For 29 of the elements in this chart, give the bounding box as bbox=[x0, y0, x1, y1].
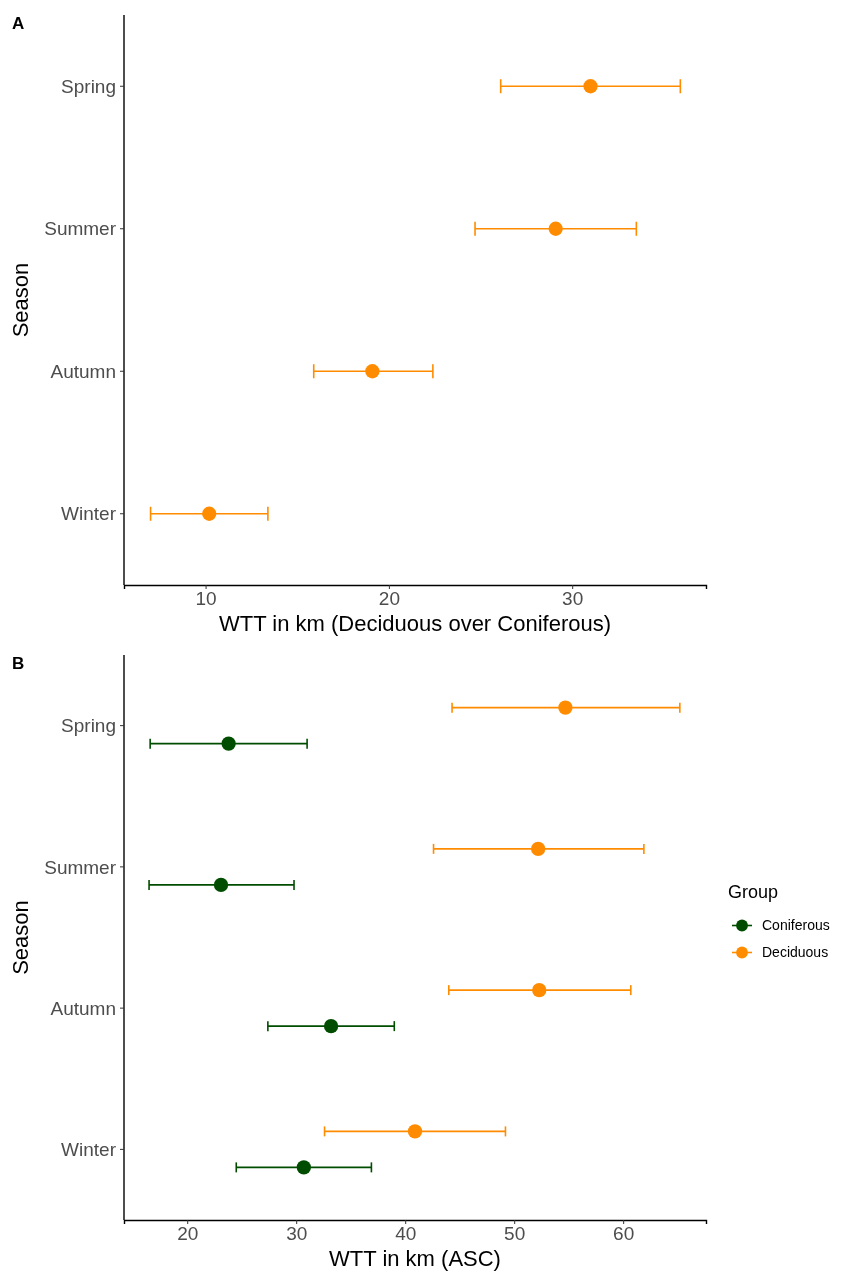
point bbox=[365, 364, 380, 379]
y-tick-label: Spring bbox=[61, 715, 116, 737]
point bbox=[202, 506, 217, 521]
x-tick-label: 30 bbox=[286, 1223, 308, 1245]
y-tick-label: Spring bbox=[61, 75, 116, 97]
x-tick-label: 50 bbox=[504, 1223, 526, 1245]
point bbox=[548, 221, 563, 236]
legend-title: Group bbox=[728, 881, 779, 902]
y-tick-label: Winter bbox=[61, 1139, 117, 1161]
y-tick-label: Autumn bbox=[50, 360, 116, 382]
y-axis-title: Season bbox=[8, 262, 33, 338]
x-axis-title: WTT in km (ASC) bbox=[329, 1246, 501, 1271]
x-tick-label: 10 bbox=[195, 588, 217, 610]
legend-label: Deciduous bbox=[762, 944, 829, 961]
x-axis-title: WTT in km (Deciduous over Coniferous) bbox=[218, 611, 612, 636]
y-tick-label: Winter bbox=[61, 503, 117, 525]
x-tick-label: 60 bbox=[613, 1223, 635, 1245]
y-tick-label: Summer bbox=[44, 856, 117, 878]
y-tick-label: Summer bbox=[44, 218, 117, 240]
y-tick-label: Autumn bbox=[50, 997, 116, 1019]
x-tick-label: 30 bbox=[562, 588, 584, 610]
x-tick-label: 20 bbox=[378, 588, 400, 610]
chart-title: A bbox=[12, 14, 25, 33]
x-tick-label: 20 bbox=[177, 1223, 199, 1245]
point bbox=[583, 79, 598, 94]
legend-label: Coniferous bbox=[762, 917, 830, 934]
x-tick-label: 40 bbox=[395, 1223, 417, 1245]
y-axis-title: Season bbox=[8, 900, 33, 975]
chart-title: B bbox=[12, 654, 25, 673]
